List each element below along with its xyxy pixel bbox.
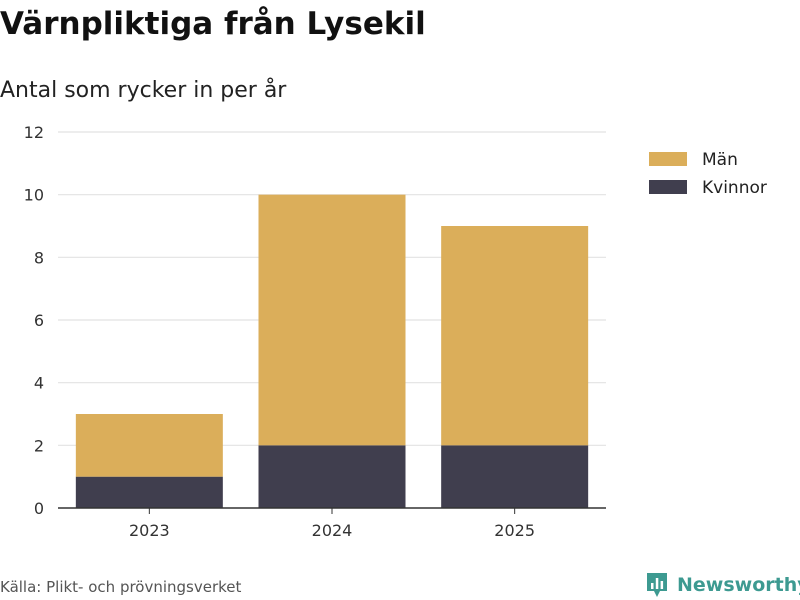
stacked-bar-chart: 0 2 4 6 8 10 12 2023 2024 2025 Män Kvinnor [24, 123, 767, 540]
y-tick-label: 4 [34, 374, 44, 393]
chart-subtitle: Antal som rycker in per år [0, 78, 287, 103]
y-tick-label: 0 [34, 499, 44, 518]
y-tick-label: 2 [34, 436, 44, 455]
y-tick-label: 6 [34, 311, 44, 330]
legend-label-kvinnor: Kvinnor [702, 178, 767, 198]
chart-title: Värnpliktiga från Lysekil [0, 6, 426, 42]
y-tick-label: 8 [34, 248, 44, 267]
bar-kvinnor-2025 [441, 445, 589, 508]
bar-män-2025 [441, 226, 589, 446]
bar-chart-logo-icon [647, 573, 667, 597]
legend-label-män: Män [702, 150, 738, 170]
legend-swatch-män [649, 152, 687, 166]
bar-män-2023 [75, 414, 223, 477]
y-tick-label: 12 [24, 123, 44, 142]
bar-kvinnor-2023 [75, 476, 223, 508]
bar-män-2024 [258, 194, 406, 446]
bars [75, 194, 589, 508]
x-tick-label: 2023 [129, 521, 170, 540]
axes: 0 2 4 6 8 10 12 2023 2024 2025 [24, 123, 606, 540]
brand-name: Newsworthy [677, 574, 800, 596]
brand-logo[interactable]: Newsworthy [645, 571, 800, 599]
bar-kvinnor-2024 [258, 445, 406, 508]
x-tick-label: 2025 [494, 521, 535, 540]
source-note: Källa: Plikt- och prövningsverket [0, 578, 242, 596]
x-tick-label: 2024 [312, 521, 353, 540]
legend-swatch-kvinnor [649, 180, 687, 194]
legend: Män Kvinnor [649, 150, 767, 198]
y-tick-label: 10 [24, 186, 44, 205]
